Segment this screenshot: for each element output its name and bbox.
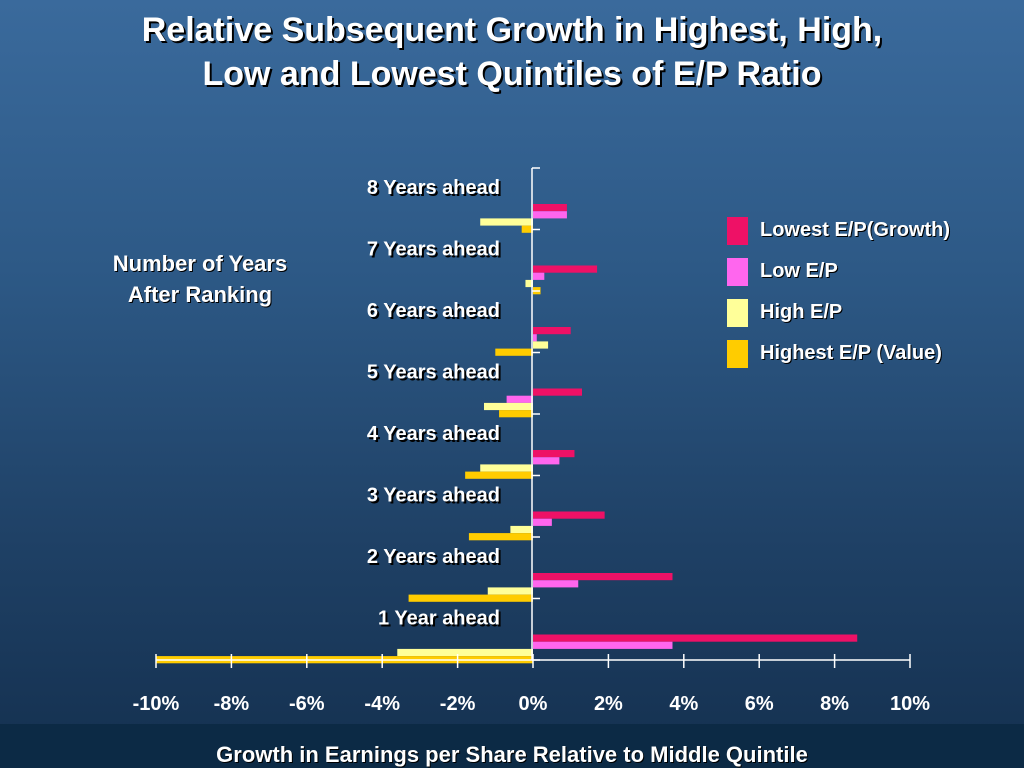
bar <box>533 634 858 642</box>
bar <box>533 272 545 280</box>
bar <box>533 341 549 349</box>
category-label: 4 Years ahead <box>367 423 500 445</box>
x-tick-label: -8% <box>214 693 250 715</box>
bar <box>533 211 567 219</box>
bar <box>510 525 533 534</box>
x-tick-label: 10% <box>890 693 930 715</box>
bar <box>397 648 533 657</box>
legend-swatch-highest <box>727 339 748 368</box>
bar <box>480 218 533 226</box>
y-axis-title: Number of Years After Ranking <box>80 248 320 310</box>
bar <box>533 388 583 396</box>
legend-label-lowest: Lowest E/P(Growth) <box>760 219 950 241</box>
category-label: 1 Year ahead <box>378 608 500 630</box>
bar <box>533 518 552 526</box>
category-label-shadow: 6 Years ahead <box>369 302 502 324</box>
legend-label-low: Low E/P <box>760 260 838 282</box>
chart-title-line-2: Low and Lowest Quintiles of E/P Ratio <box>202 55 822 93</box>
category-label-shadow: 4 Years ahead <box>369 425 502 447</box>
footer-band <box>0 724 1024 768</box>
bar <box>525 279 533 288</box>
legend-item-lowest: Lowest E/P(Growth) <box>727 210 950 251</box>
bar <box>533 450 575 458</box>
bar <box>468 533 533 541</box>
category-label-shadow: 1 Year ahead <box>380 610 502 632</box>
bar <box>533 457 560 465</box>
bar <box>533 334 537 342</box>
x-tick-label: 4% <box>669 693 698 715</box>
bar <box>483 402 533 411</box>
x-tick-label: 6% <box>745 693 774 715</box>
x-tick-label: 2% <box>594 693 623 715</box>
bar <box>480 464 533 472</box>
x-tick-label: -10% <box>133 693 180 715</box>
x-tick-label: 0% <box>519 693 548 715</box>
x-axis-title: Growth in Earnings per Share Relative to… <box>216 742 808 767</box>
bar <box>533 580 579 588</box>
legend-item-highest: Highest E/P (Value) <box>727 333 950 374</box>
bar <box>533 327 571 335</box>
x-tick-label: -4% <box>364 693 400 715</box>
category-label-shadow: 7 Years ahead <box>369 241 502 263</box>
category-label: 3 Years ahead <box>367 485 500 507</box>
bar <box>408 594 533 602</box>
bar <box>487 587 533 595</box>
x-tick-label: -6% <box>289 693 325 715</box>
chart-title-line-1: Relative Subsequent Growth in Highest, H… <box>141 11 883 49</box>
legend-item-high: High E/P <box>727 292 950 333</box>
category-label: 8 Years ahead <box>367 177 500 199</box>
legend: Lowest E/P(Growth) Low E/P High E/P High… <box>727 210 950 374</box>
bar <box>533 641 673 649</box>
bar <box>521 225 533 233</box>
y-axis-title-line-1: Number of Years <box>112 251 288 276</box>
bar <box>506 395 533 403</box>
category-label: 2 Years ahead <box>367 546 500 568</box>
x-tick-label: -2% <box>440 693 476 715</box>
bar <box>533 204 567 212</box>
bar <box>533 573 673 581</box>
legend-label-highest: Highest E/P (Value) <box>760 342 942 364</box>
category-label: 5 Years ahead <box>367 362 500 384</box>
legend-swatch-low <box>727 257 748 286</box>
legend-label-high: High E/P <box>760 301 843 323</box>
category-label: 7 Years ahead <box>367 239 500 261</box>
bar <box>533 511 605 519</box>
x-tick-label: 8% <box>820 693 849 715</box>
category-label: 6 Years ahead <box>367 300 500 322</box>
legend-swatch-high <box>727 298 748 327</box>
bar <box>495 348 533 356</box>
category-label-shadow: 5 Years ahead <box>369 364 502 386</box>
bar <box>465 471 533 479</box>
legend-item-low: Low E/P <box>727 251 950 292</box>
category-label-shadow: 8 Years ahead <box>369 179 502 201</box>
category-label-shadow: 2 Years ahead <box>369 548 502 570</box>
y-axis-title-line-2: After Ranking <box>127 282 273 307</box>
chart-title: Relative Subsequent Growth in Highest, H… <box>0 8 1024 96</box>
bar <box>499 410 533 418</box>
category-label-shadow: 3 Years ahead <box>369 487 502 509</box>
bar <box>533 265 598 273</box>
legend-swatch-lowest <box>727 216 748 245</box>
